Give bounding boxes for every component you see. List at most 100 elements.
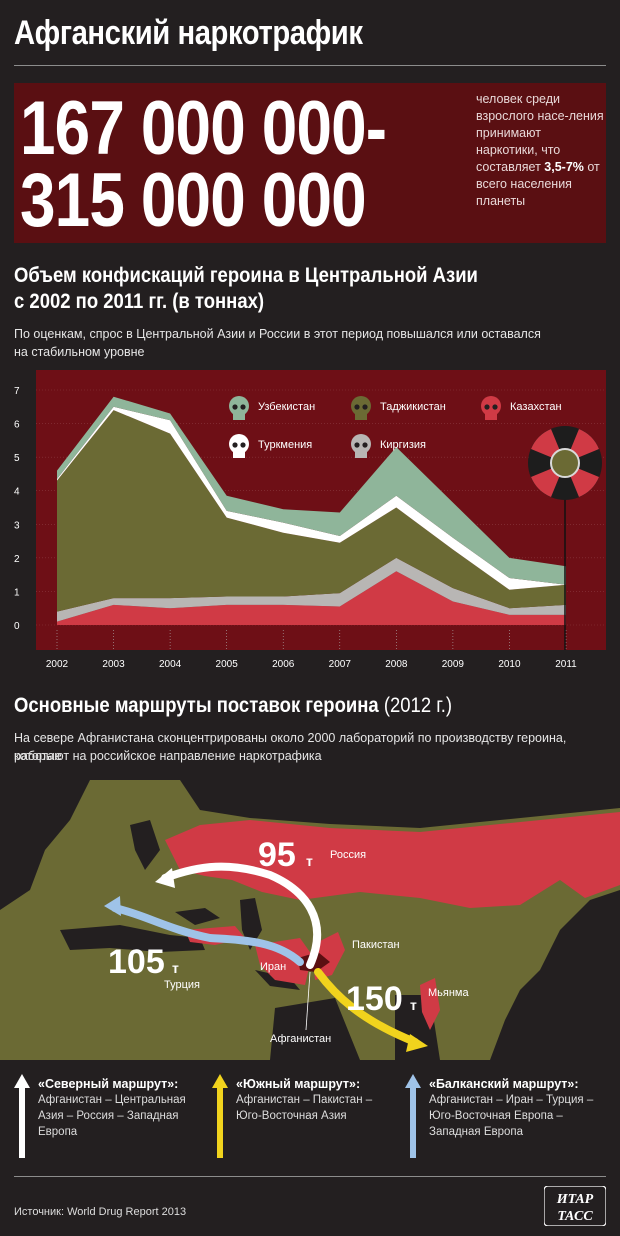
stat-desc-text2: от всего населения планеты	[476, 160, 600, 208]
skull-jaw	[355, 412, 367, 420]
balkan-volume: 105	[108, 943, 165, 981]
skull-eye	[354, 442, 360, 448]
skull-icon	[229, 434, 249, 454]
area-series-Киргизия	[57, 557, 566, 622]
x-tick-label: 2011	[555, 659, 577, 670]
routes-title-year: (2012 г.)	[378, 694, 453, 717]
skull-icon	[351, 434, 371, 454]
x-tick-label: 2009	[442, 659, 465, 670]
routes-title: Основные маршруты поставок героина (2012…	[14, 694, 452, 718]
south-volume: 150	[346, 980, 403, 1018]
page-title: Афганский наркотрафик	[14, 14, 363, 52]
label-iran: Иран	[260, 961, 286, 973]
mediterranean-sea	[60, 925, 205, 952]
x-tick-label: 2006	[272, 659, 295, 670]
skull-eye	[232, 442, 238, 448]
north-route-name: «Северный маршрут»:	[38, 1077, 179, 1091]
north-unit: т	[306, 853, 313, 869]
legend-item: Туркмения	[229, 434, 312, 458]
area-series-Таджикистан	[57, 410, 566, 612]
skull-eye	[362, 442, 368, 448]
south-route-legend-arrow	[212, 1074, 228, 1158]
skull-icon	[351, 396, 371, 416]
skull-eye	[240, 442, 246, 448]
south-route-legend: «Южный маршрут»: Афганистан – Пакистан –…	[236, 1076, 372, 1124]
routes-subtitle-line1: На севере Афганистана сконцентрированы о…	[14, 731, 567, 763]
skull-jaw	[485, 412, 497, 420]
x-tick-label: 2003	[102, 659, 125, 670]
stat-box: 167 000 000- 315 000 000 человек среди в…	[14, 83, 606, 243]
y-tick-label: 6	[14, 420, 20, 431]
y-tick-label: 4	[14, 487, 20, 498]
area-series-Узбекистан	[57, 396, 566, 585]
skull-icon	[481, 396, 501, 416]
south-route-arrow	[314, 968, 419, 1046]
routes-title-main: Основные маршруты поставок героина	[14, 694, 379, 717]
iran-region	[255, 938, 312, 985]
y-tick-label: 7	[14, 386, 20, 397]
area-series-Казахстан	[57, 571, 566, 625]
label-myanmar: Мьянма	[428, 987, 469, 999]
north-route-line: Афганистан – Центральная	[38, 1094, 186, 1106]
y-tick-label: 0	[14, 621, 20, 632]
north-route-legend-arrow	[14, 1074, 30, 1158]
russia-region	[165, 812, 620, 908]
stat-number-line1: 167 000 000-	[20, 86, 387, 171]
area-series-Туркмения	[57, 406, 566, 590]
routes-map: Россия Пакистан Иран Турция Мьянма Афган…	[0, 780, 620, 1060]
x-tick-label: 2008	[385, 659, 408, 670]
myanmar-region	[420, 978, 440, 1030]
south-route-line: Афганистан – Пакистан –	[236, 1094, 373, 1106]
label-russia: Россия	[330, 849, 366, 861]
balkan-route-arrow	[111, 904, 304, 966]
legend-label: Казахстан	[510, 401, 562, 413]
chart-subtitle-line1: По оценкам, спрос в Центральной Азии и Р…	[14, 327, 541, 341]
balkan-route-legend-arrow	[405, 1074, 421, 1158]
balkan-route-head	[104, 896, 121, 916]
skull-jaw	[355, 450, 367, 458]
stat-number-line2: 315 000 000	[20, 158, 367, 243]
legend-label: Таджикистан	[380, 401, 446, 413]
label-afghanistan: Афганистан	[270, 1033, 331, 1045]
balkan-unit: т	[172, 960, 179, 976]
skull-eye	[492, 404, 498, 410]
poppy-flower-icon	[528, 426, 602, 650]
title-divider	[14, 65, 606, 66]
balkan-route-line: Юго-Восточная Европа –	[429, 1110, 563, 1122]
itar-tass-logo: ИТАР ТАСС	[544, 1186, 606, 1226]
ocean-left	[0, 780, 90, 910]
y-tick-label: 5	[14, 453, 20, 464]
north-route-head	[155, 868, 175, 888]
balkan-route-legend: «Балканский маршрут»: Афганистан – Иран …	[429, 1076, 593, 1140]
y-tick-label: 3	[14, 520, 20, 531]
footer-divider	[14, 1176, 606, 1177]
legend-item: Узбекистан	[229, 396, 315, 420]
north-route-legend: «Северный маршрут»: Афганистан – Централ…	[38, 1076, 186, 1140]
heroin-seizures-chart: 0 1 2 3 4 5 6 7 2002 2003 2004 2005 2006 2007 2008 2009…	[14, 370, 606, 670]
logo-line1: ИТАР	[556, 1192, 594, 1207]
stat-description: человек среди взрослого насе-ления прини…	[476, 91, 604, 210]
skull-icon	[229, 396, 249, 416]
south-route-name: «Южный маршрут»:	[236, 1077, 361, 1091]
skull-eye	[484, 404, 490, 410]
afghanistan-pointer	[305, 971, 311, 1031]
baltic-sea	[130, 820, 160, 870]
skull-eye	[362, 404, 368, 410]
legend-label: Туркмения	[258, 439, 312, 451]
skull-jaw	[233, 412, 245, 420]
north-route-line: Европа	[38, 1126, 78, 1138]
routes-subtitle-line2: работают на российское направление нарко…	[14, 749, 322, 763]
x-tick-label: 2004	[159, 659, 182, 670]
balkan-route-line: Афганистан – Иран – Турция –	[429, 1094, 594, 1106]
chart-title-line2: с 2002 по 2011 гг. (в тоннах)	[14, 290, 265, 313]
x-tick-label: 2005	[216, 659, 239, 670]
x-tick-label: 2007	[329, 659, 352, 670]
north-route-line: Азия – Россия – Западная	[38, 1110, 179, 1122]
x-tick-label: 2002	[46, 659, 69, 670]
y-tick-label: 1	[14, 587, 20, 598]
arctic-ocean	[180, 780, 620, 828]
arabian-sea	[270, 998, 360, 1060]
y-tick-label: 2	[14, 554, 20, 565]
stat-desc-text1: человек среди взрослого насе-ления прини…	[476, 92, 604, 174]
x-tick-label: 2010	[498, 659, 521, 670]
